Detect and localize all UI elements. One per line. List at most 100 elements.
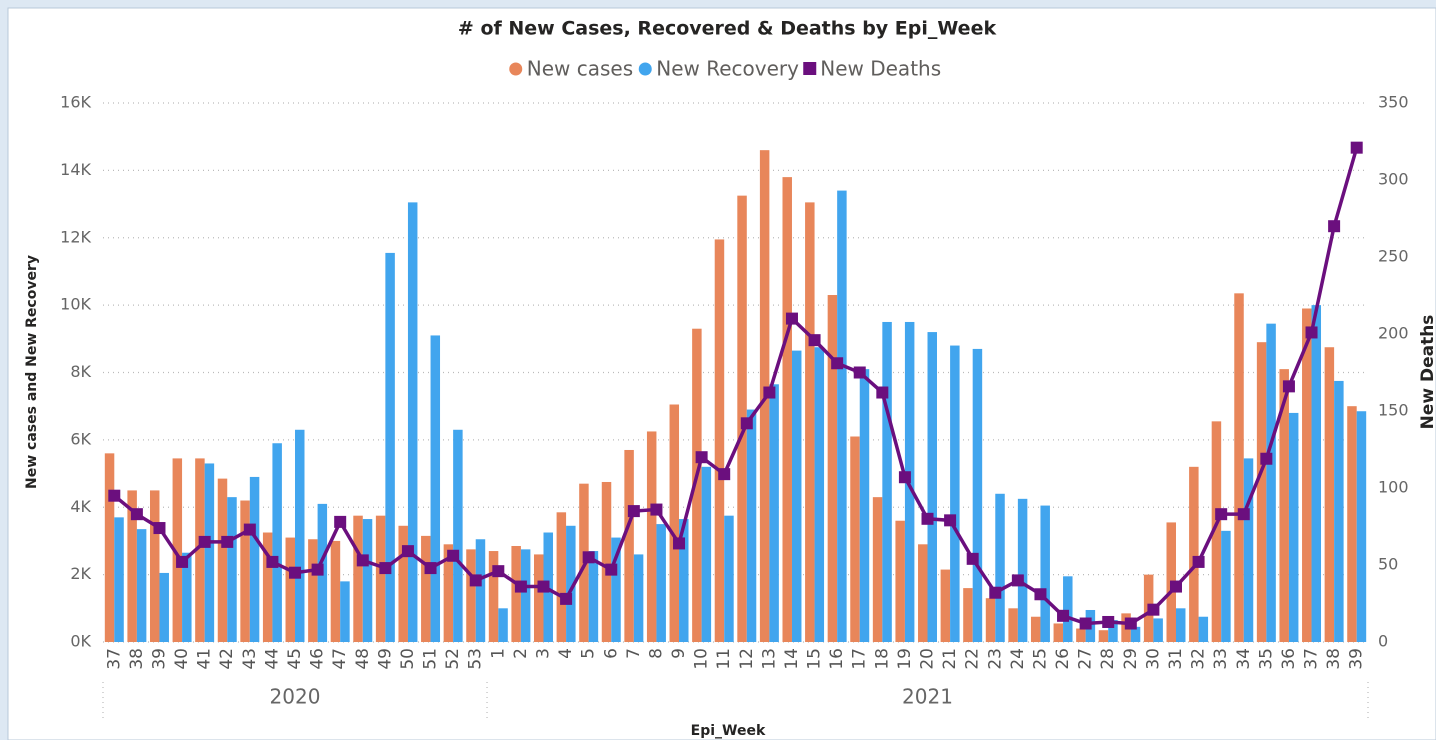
legend-label: New Deaths [820,57,941,81]
line-marker [1169,580,1182,593]
bar [1108,620,1118,642]
bar [679,519,689,642]
y-axis-title: New cases and New Recovery [24,255,40,489]
line-marker [311,563,324,576]
x-tick-label: 7 [624,648,644,659]
line-marker [1057,609,1070,622]
line-marker [469,574,482,587]
bar [611,537,621,642]
line-marker [1034,588,1047,601]
line-marker [1011,574,1024,587]
bar [814,347,825,642]
y2-tick-label: 100 [1378,478,1409,497]
line-marker [718,468,731,481]
bar [1279,369,1289,642]
line-marker [266,555,279,568]
bar [407,202,418,643]
bar [1356,411,1367,642]
bar [601,481,612,642]
line-marker [582,551,595,564]
bar [204,463,215,642]
x-tick-label: 22 [963,648,983,670]
bar [1017,498,1028,642]
bar [950,345,960,642]
y2-tick-label: 350 [1378,93,1409,112]
line-marker [740,417,753,430]
bar [850,436,860,642]
bar [566,525,576,642]
x-tick-label: 15 [805,648,825,670]
x-tick-label: 38 [127,648,147,670]
bar [995,493,1005,642]
line-marker [153,522,166,535]
bar [217,478,228,642]
bar [1053,623,1064,642]
x-tick-label: 29 [1121,648,1141,670]
x-tick-label: 38 [1324,648,1344,670]
chart-title: # of New Cases, Recovered & Deaths by Ep… [458,18,997,40]
line-marker [379,562,392,575]
y2-tick-label: 300 [1378,170,1409,189]
bar [692,328,702,642]
x-tick-label: 48 [353,648,373,670]
x-tick-label: 10 [692,648,712,670]
bar [646,431,657,642]
line-marker [424,562,437,575]
bar [114,517,124,642]
x-axis-title: Epi_Week [691,723,766,739]
x-tick-label: 37 [1302,648,1322,670]
line-marker [944,514,957,527]
bar [1008,608,1018,642]
y2-tick-label: 150 [1378,401,1409,420]
bar [872,497,883,642]
x-tick-label: 44 [262,648,282,670]
line-marker [334,515,347,528]
line-marker [898,471,911,484]
bar [940,569,951,642]
line-marker [1079,617,1092,630]
bar [859,369,870,642]
line-marker [356,554,369,567]
bar [453,429,463,642]
bar [362,519,373,642]
bar [1256,342,1267,642]
line-marker [627,505,640,518]
x-tick-label: 16 [827,648,847,670]
x-tick-label: 36 [1279,648,1299,670]
x-tick-label: 8 [646,648,666,659]
bar [805,202,815,643]
line-marker [831,357,844,370]
line-marker [1102,615,1115,628]
bar [895,520,905,642]
x-tick-label: 20 [918,648,938,670]
bar [782,177,792,643]
x-tick-label: 40 [172,648,192,670]
bar [1334,380,1344,642]
bar [272,443,282,642]
y-tick-label: 12K [60,227,91,246]
x-tick-label: 45 [285,648,305,670]
bar [1288,412,1299,642]
bar [195,458,205,642]
bar [520,549,531,642]
bar [104,453,115,642]
x-tick-label: 1 [488,648,508,659]
x-tick-label: 17 [850,648,870,670]
bar [963,588,973,642]
line-marker [447,549,460,562]
bar [398,525,408,642]
legend-marker [638,62,652,76]
bar [1098,630,1109,642]
x-group-label: 2020 [270,685,321,709]
x-tick-label: 24 [1008,648,1028,670]
bar [588,551,599,642]
bar [249,476,260,642]
line-marker [108,489,121,502]
line-marker [1215,508,1228,521]
line-marker [921,512,934,525]
line-marker [289,566,302,579]
bar [556,512,567,642]
bar [136,529,147,642]
x-tick-label: 14 [782,648,802,670]
y2-axis-title: New Deaths [1418,315,1436,430]
